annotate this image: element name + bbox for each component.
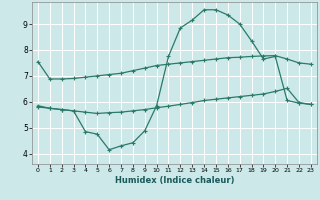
X-axis label: Humidex (Indice chaleur): Humidex (Indice chaleur) [115, 176, 234, 185]
